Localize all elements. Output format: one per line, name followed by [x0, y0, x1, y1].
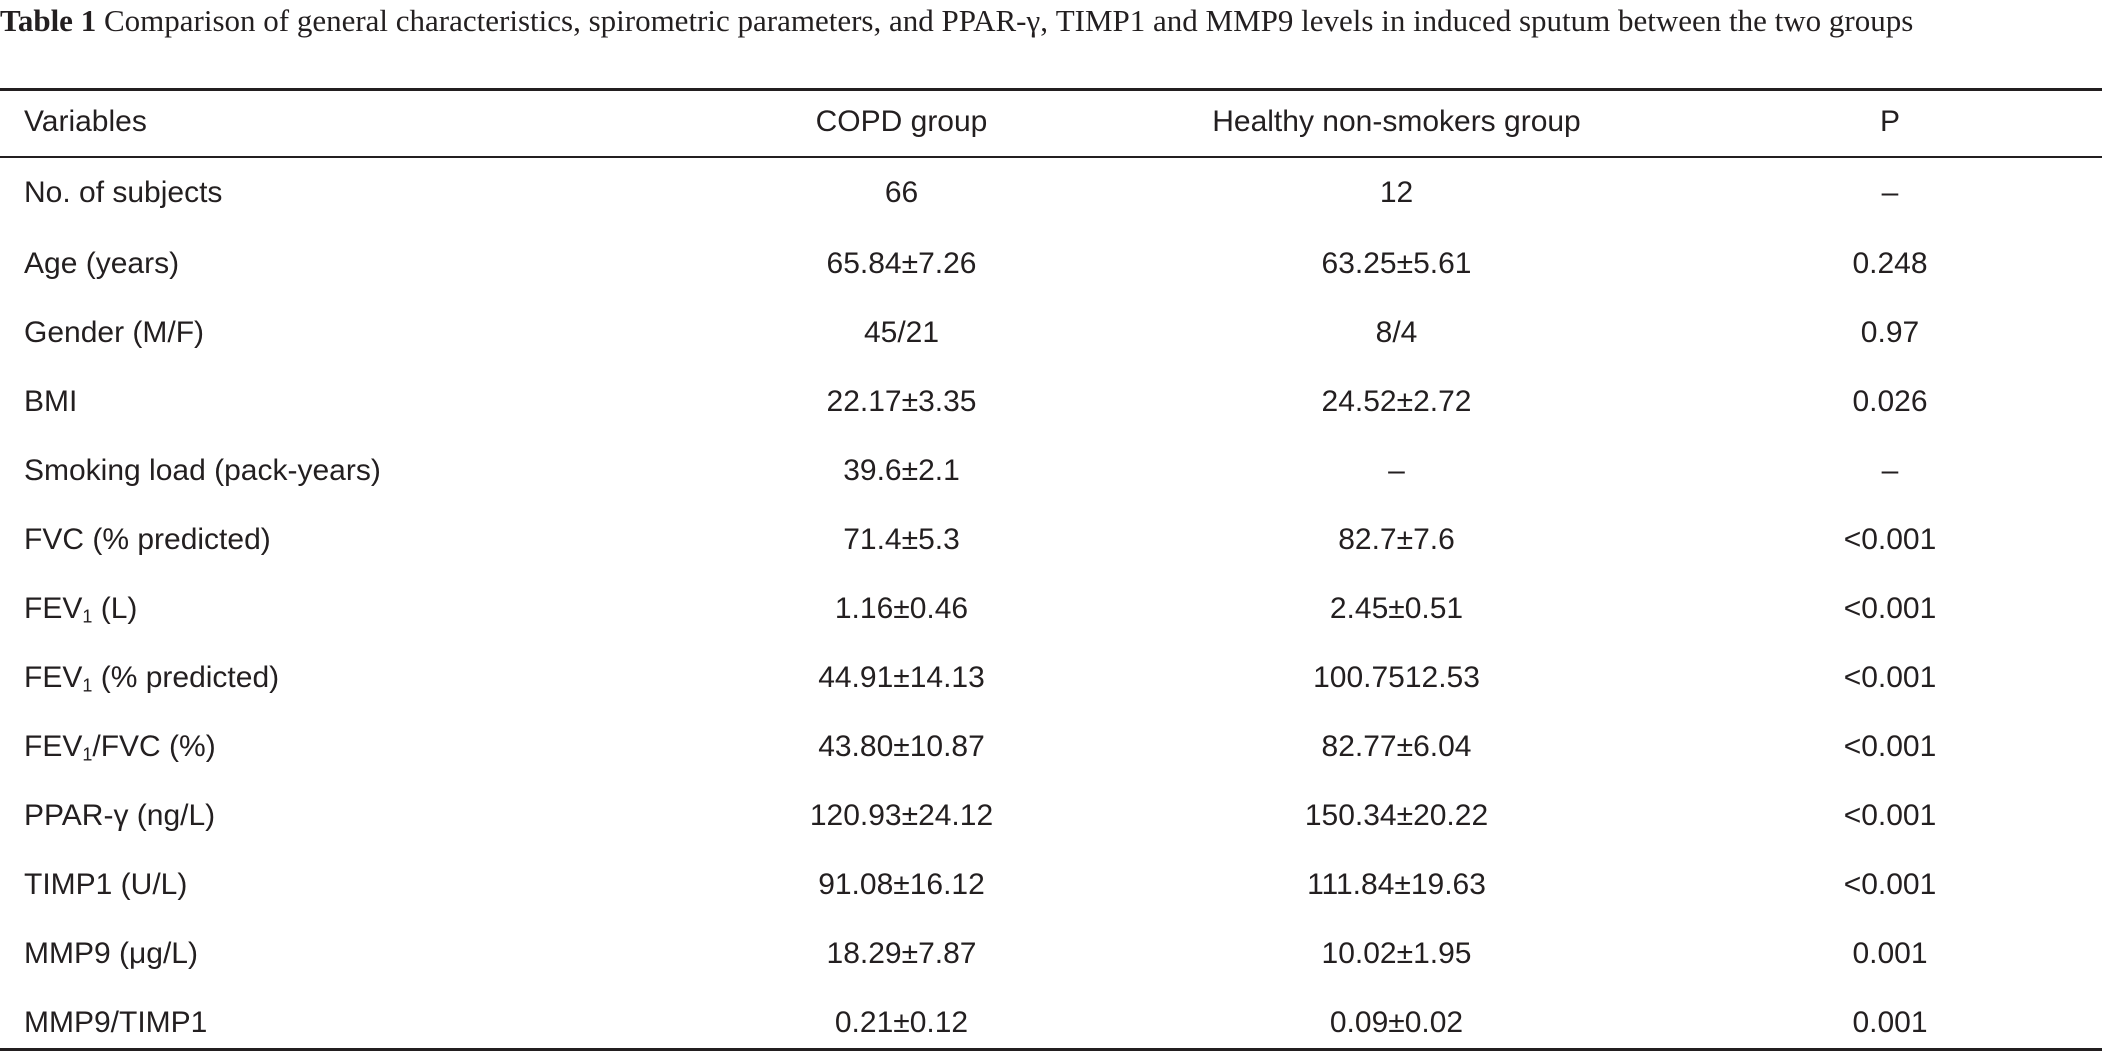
table-row: MMP9/TIMP1 0.21±0.12 0.09±0.02 0.001 [0, 988, 2102, 1057]
copd-cell: 66 [884, 176, 919, 209]
healthy-cell: 2.45±0.51 [1329, 591, 1464, 625]
table-row: MMP9 (μg/L) 18.29±7.87 10.02±1.95 0.001 [0, 919, 2102, 988]
variable-cell: MMP9/TIMP1 [24, 1005, 208, 1039]
variable-text: FEV [24, 660, 83, 694]
healthy-cell: 111.84±19.63 [1307, 867, 1486, 901]
healthy-cell: 8/4 [1375, 315, 1418, 349]
p-value-cell: 0.001 [1852, 936, 1928, 970]
variable-cell: FEV1 (L) [0, 574, 664, 643]
variable-cell: PPAR-γ (ng/L) [24, 798, 216, 832]
table-caption: Table 1 Comparison of general characteri… [0, 0, 2094, 41]
healthy-cell: 12 [1379, 176, 1414, 209]
header-rule [0, 156, 2102, 158]
variable-cell: Gender (M/F) [24, 315, 205, 349]
p-value-cell: 0.001 [1852, 1005, 1928, 1039]
variable-cell: BMI [24, 384, 78, 418]
variable-cell: FEV1 (% predicted) [0, 643, 664, 712]
data-table: Variables COPD group Healthy non-smokers… [0, 87, 2102, 1057]
column-header-healthy: Healthy non-smokers group [1212, 105, 1581, 138]
copd-cell: 1.16±0.46 [834, 591, 969, 625]
copd-cell: 0.21±0.12 [834, 1005, 969, 1039]
healthy-cell: 100.7512.53 [1313, 660, 1480, 694]
p-value-cell: <0.001 [1843, 591, 1937, 625]
variable-cell: MMP9 (μg/L) [24, 936, 198, 970]
subscript: 1 [82, 675, 93, 695]
copd-cell: 91.08±16.12 [818, 867, 985, 901]
p-value-cell: – [1881, 176, 1899, 209]
p-value-cell: <0.001 [1843, 867, 1937, 901]
variable-text: FEV [24, 591, 83, 625]
variable-cell: FVC (% predicted) [24, 522, 271, 556]
variable-cell: Age (years) [24, 246, 180, 280]
copd-cell: 22.17±3.35 [826, 384, 977, 418]
variable-cell: Smoking load (pack-years) [24, 453, 381, 487]
copd-cell: 43.80±10.87 [818, 729, 985, 763]
p-value-cell: <0.001 [1843, 660, 1937, 694]
p-value-cell: <0.001 [1843, 522, 1937, 556]
table-row: Gender (M/F) 45/21 8/4 0.97 [0, 298, 2102, 367]
healthy-cell: 63.25±5.61 [1321, 246, 1472, 280]
table-row: Smoking load (pack-years) 39.6±2.1 – – [0, 436, 2102, 505]
table-label: Table 1 [0, 3, 97, 38]
p-value-cell: <0.001 [1843, 798, 1937, 832]
column-header-variables: Variables [24, 105, 147, 138]
copd-cell: 39.6±2.1 [843, 453, 960, 487]
variable-cell: FEV1/FVC (%) [0, 712, 664, 781]
table-row: FVC (% predicted) 71.4±5.3 82.7±7.6 <0.0… [0, 505, 2102, 574]
subscript: 1 [82, 744, 93, 764]
copd-cell: 120.93±24.12 [809, 798, 994, 832]
healthy-cell: 0.09±0.02 [1329, 1005, 1464, 1039]
healthy-cell: – [1388, 453, 1405, 487]
healthy-cell: 82.77±6.04 [1321, 729, 1472, 763]
table-row: No. of subjects 66 12 – [0, 157, 2102, 229]
column-header-copd: COPD group [815, 105, 988, 138]
healthy-cell: 10.02±1.95 [1321, 936, 1472, 970]
variable-text: FEV [24, 729, 83, 763]
table-row: PPAR-γ (ng/L) 120.93±24.12 150.34±20.22 … [0, 781, 2102, 850]
top-rule [0, 88, 2102, 91]
p-value-cell: 0.97 [1860, 315, 1920, 349]
copd-cell: 44.91±14.13 [818, 660, 985, 694]
p-value-cell: 0.026 [1852, 384, 1928, 418]
variable-cell: No. of subjects [24, 176, 223, 209]
healthy-cell: 24.52±2.72 [1321, 384, 1472, 418]
copd-cell: 45/21 [863, 315, 940, 349]
subscript: 1 [82, 606, 93, 626]
caption-text: Comparison of general characteristics, s… [96, 3, 1914, 38]
copd-cell: 65.84±7.26 [826, 246, 977, 280]
bottom-rule [0, 1048, 2102, 1051]
healthy-cell: 82.7±7.6 [1338, 522, 1455, 556]
copd-cell: 18.29±7.87 [826, 936, 977, 970]
table-row: TIMP1 (U/L) 91.08±16.12 111.84±19.63 <0.… [0, 850, 2102, 919]
table-row: Age (years) 65.84±7.26 63.25±5.61 0.248 [0, 229, 2102, 298]
p-value-cell: – [1881, 453, 1899, 487]
variable-text-suffix: /FVC (%) [92, 729, 216, 763]
table-row: FEV1 (% predicted) 44.91±14.13 100.7512.… [0, 643, 2102, 712]
table-row: FEV1/FVC (%) 43.80±10.87 82.77±6.04 <0.0… [0, 712, 2102, 781]
p-value-cell: <0.001 [1843, 729, 1937, 763]
header-row: Variables COPD group Healthy non-smokers… [0, 87, 2102, 157]
healthy-cell: 150.34±20.22 [1304, 798, 1489, 832]
p-value-cell: 0.248 [1852, 246, 1928, 280]
column-header-p: P [1879, 105, 1900, 138]
table-row: BMI 22.17±3.35 24.52±2.72 0.026 [0, 367, 2102, 436]
copd-cell: 71.4±5.3 [843, 522, 960, 556]
table-row: FEV1 (L) 1.16±0.46 2.45±0.51 <0.001 [0, 574, 2102, 643]
variable-text-suffix: (% predicted) [92, 660, 280, 694]
variable-text-suffix: (L) [92, 591, 138, 625]
variable-cell: TIMP1 (U/L) [24, 867, 188, 901]
